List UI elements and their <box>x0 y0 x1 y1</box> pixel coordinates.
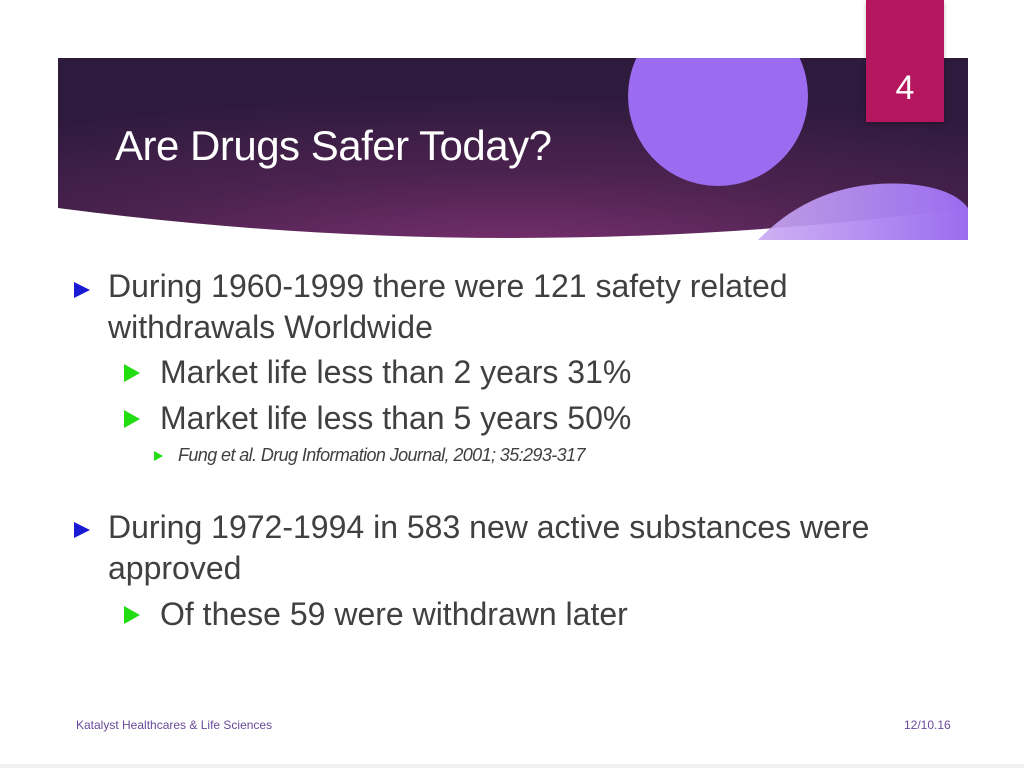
bullet-level2-icon <box>124 410 140 428</box>
decorative-circle <box>628 58 808 186</box>
bullet-level1-icon <box>74 522 90 538</box>
bullet-level2-icon <box>124 364 140 382</box>
bullet-text-continued: approved <box>108 550 242 586</box>
footer-date: 12/10.16 <box>904 718 951 732</box>
bullet-text-continued: withdrawals Worldwide <box>108 309 433 345</box>
banner-background <box>58 58 968 240</box>
sub-bullet-text: Market life less than 5 years 50% <box>160 400 632 436</box>
reference-text: Fung et al. Drug Information Journal, 20… <box>178 445 585 465</box>
page-number: 4 <box>895 69 915 107</box>
bullet-text: During 1972-1994 in 583 new active subst… <box>108 509 870 545</box>
sub-bullet-text: Of these 59 were withdrawn later <box>160 596 628 632</box>
title-banner <box>58 58 968 240</box>
bullet-level3-icon <box>154 451 163 461</box>
bullet-level2-icon <box>124 606 140 624</box>
bottom-divider <box>0 764 1024 768</box>
decorative-arc <box>758 183 968 240</box>
sub-bullet-text: Market life less than 2 years 31% <box>160 354 632 390</box>
slide-title: Are Drugs Safer Today? <box>115 122 552 169</box>
footer-company: Katalyst Healthcares & Life Sciences <box>76 718 273 732</box>
page-number-tab: 4 <box>866 0 944 122</box>
bullet-level1-icon <box>74 282 90 298</box>
bullet-text: During 1960-1999 there were 121 safety r… <box>108 268 788 304</box>
